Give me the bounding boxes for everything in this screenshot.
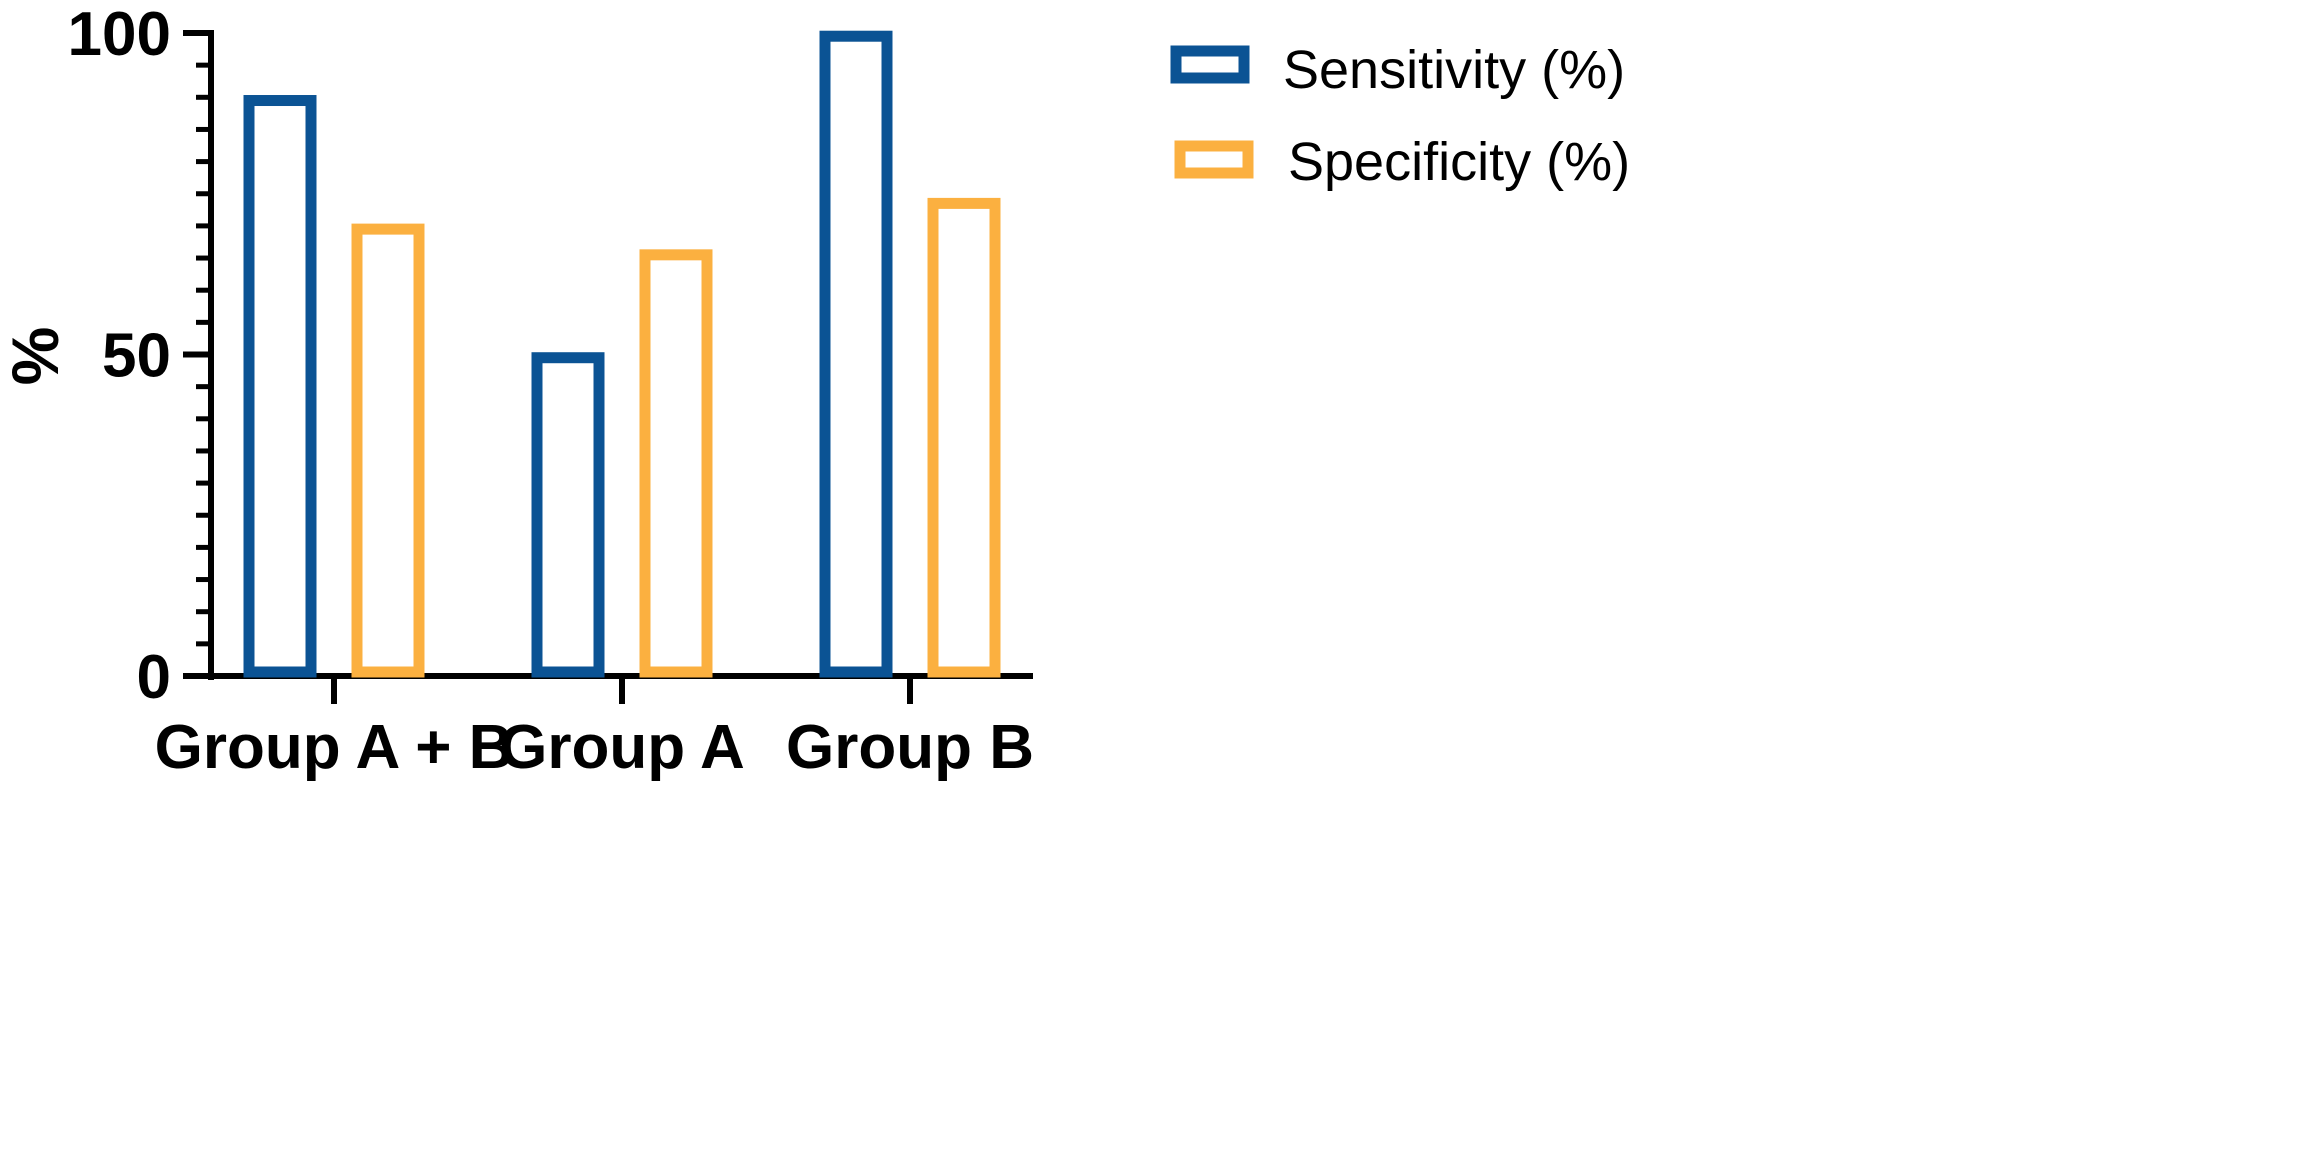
bar-specificity-3: [927, 197, 1001, 678]
bar-sensitivity-2: [531, 352, 605, 678]
y-axis: 0 50 100: [68, 0, 214, 712]
legend-label-sensitivity: Sensitivity (%): [1283, 40, 1625, 100]
y-tick-label: 50: [102, 322, 171, 391]
x-tick-label: Group A + B: [155, 713, 514, 782]
y-tick-label: 100: [68, 0, 171, 69]
x-tick-label: Group A: [499, 713, 745, 782]
bars: [243, 30, 1001, 678]
y-tick-label: 0: [137, 643, 171, 712]
legend: Sensitivity (%) Specificity (%): [1170, 40, 1630, 192]
legend-swatch-sensitivity: [1170, 45, 1250, 84]
legend-label-specificity: Specificity (%): [1288, 132, 1630, 192]
y-axis-label: %: [0, 327, 72, 386]
bar-sensitivity-3: [819, 30, 893, 678]
bar-specificity-1: [351, 223, 425, 678]
x-tick-label: Group B: [786, 713, 1034, 782]
legend-swatch-specificity: [1174, 140, 1254, 179]
bar-specificity-2: [639, 249, 713, 678]
bar-sensitivity-1: [243, 95, 317, 678]
